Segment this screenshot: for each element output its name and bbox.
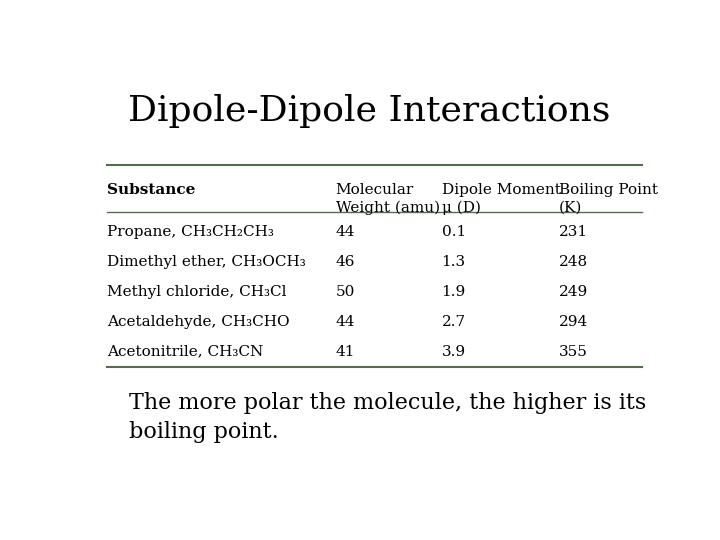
Text: Acetonitrile, CH₃CN: Acetonitrile, CH₃CN [107,345,263,359]
Text: 1.3: 1.3 [441,255,466,269]
Text: Dimethyl ether, CH₃OCH₃: Dimethyl ether, CH₃OCH₃ [107,255,305,269]
Text: Dipole-Dipole Interactions: Dipole-Dipole Interactions [128,94,610,128]
Text: 231: 231 [559,225,588,239]
Text: 355: 355 [559,345,588,359]
Text: Methyl chloride, CH₃Cl: Methyl chloride, CH₃Cl [107,285,287,299]
Text: 294: 294 [559,315,588,329]
Text: Substance: Substance [107,183,195,197]
Text: 249: 249 [559,285,588,299]
Text: Molecular
Weight (amu): Molecular Weight (amu) [336,183,440,215]
Text: The more polar the molecule, the higher is its
boiling point.: The more polar the molecule, the higher … [129,392,647,443]
Text: 46: 46 [336,255,355,269]
Text: 44: 44 [336,225,355,239]
Text: 248: 248 [559,255,588,269]
Text: 1.9: 1.9 [441,285,466,299]
Text: Acetaldehyde, CH₃CHO: Acetaldehyde, CH₃CHO [107,315,289,329]
Text: Propane, CH₃CH₂CH₃: Propane, CH₃CH₂CH₃ [107,225,274,239]
Text: 0.1: 0.1 [441,225,466,239]
Text: Boiling Point
(K): Boiling Point (K) [559,183,658,214]
Text: 50: 50 [336,285,355,299]
Text: 41: 41 [336,345,355,359]
Text: Dipole Moment
μ (D): Dipole Moment μ (D) [441,183,560,215]
Text: 3.9: 3.9 [441,345,466,359]
Text: 44: 44 [336,315,355,329]
Text: 2.7: 2.7 [441,315,466,329]
